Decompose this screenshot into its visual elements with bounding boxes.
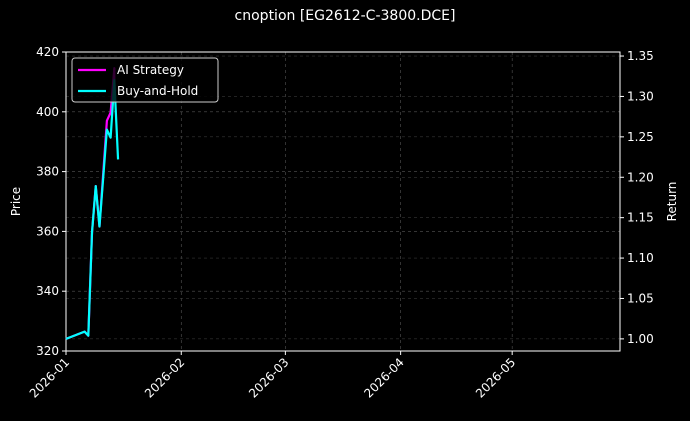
legend-label: AI Strategy — [117, 63, 184, 77]
x-tick-label: 2026-05 — [473, 355, 518, 400]
y-right-tick-label: 1.25 — [627, 130, 654, 144]
y-left-tick-label: 320 — [36, 344, 59, 358]
legend-box — [71, 57, 219, 103]
plot-frame — [65, 51, 621, 352]
y-left-tick-label: 340 — [36, 284, 59, 298]
x-tick-label: 2026-03 — [246, 355, 291, 400]
y-right-label: Return — [665, 182, 679, 222]
y-left-tick-label: 360 — [36, 224, 59, 238]
y-left-tick-label: 380 — [36, 165, 59, 179]
y-right-tick-label: 1.05 — [627, 291, 654, 305]
y-left-tick-label: 400 — [36, 105, 59, 119]
y-right-tick-label: 1.10 — [627, 251, 654, 265]
y-right-tick-label: 1.35 — [627, 49, 654, 63]
x-tick-label: 2026-04 — [361, 355, 406, 400]
y-right-tick-label: 1.00 — [627, 332, 654, 346]
y-right-tick-label: 1.15 — [627, 211, 654, 225]
x-tick-label: 2026-02 — [142, 355, 187, 400]
y-right-tick-label: 1.20 — [627, 170, 654, 184]
legend-label: Buy-and-Hold — [117, 84, 198, 98]
y-right-tick-label: 1.30 — [627, 89, 654, 103]
chart-title: cnoption [EG2612-C-3800.DCE] — [234, 8, 456, 24]
series-line-buy-and-hold — [65, 79, 120, 340]
x-tick-label: 2026-01 — [27, 355, 72, 400]
y-left-label: Price — [9, 187, 23, 216]
y-left-tick-label: 420 — [36, 45, 59, 59]
